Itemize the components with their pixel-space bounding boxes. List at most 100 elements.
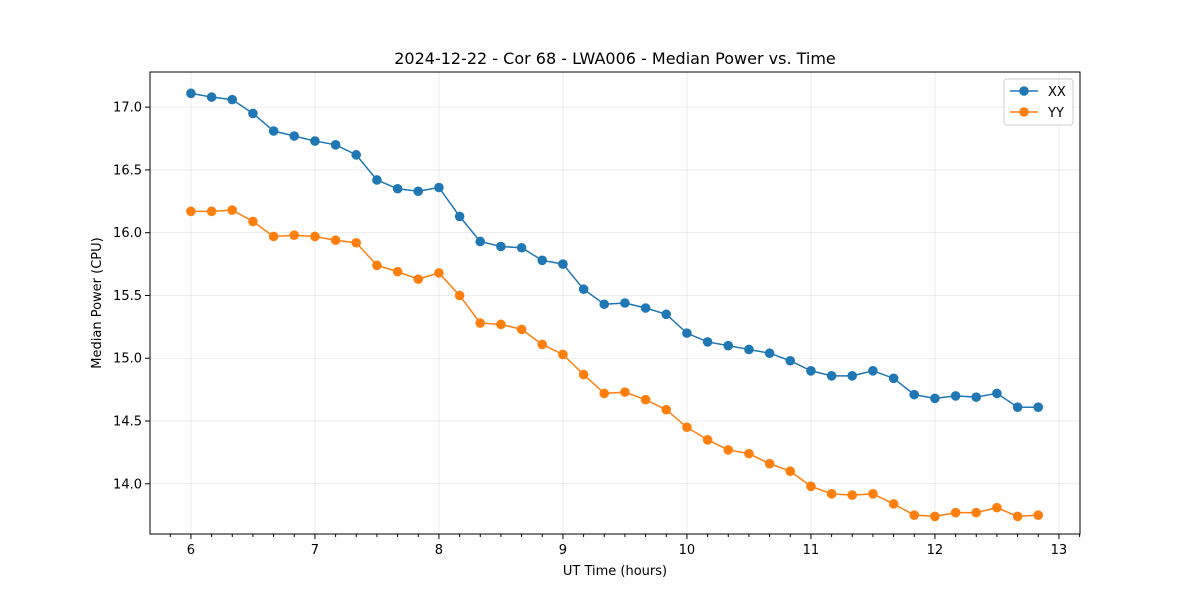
series-yy-point: [248, 216, 258, 227]
series-xx-point: [413, 186, 424, 197]
series-xx-point: [847, 371, 858, 381]
legend-xx-marker: [1019, 86, 1029, 96]
series-xx-point: [310, 136, 320, 146]
series-yy-point: [206, 206, 217, 217]
series-xx-point: [806, 365, 816, 376]
series-xx-point: [227, 94, 238, 105]
series-yy-point: [888, 499, 899, 509]
series-yy-point: [723, 445, 734, 455]
series-xx-point: [434, 182, 444, 193]
series-yy-point: [868, 489, 878, 499]
series-xx-point: [909, 389, 920, 400]
series-xx-point: [268, 126, 279, 136]
series-yy-point: [806, 481, 816, 492]
series-xx-point: [992, 388, 1002, 399]
x-tick-label: 6: [187, 543, 195, 558]
series-xx-point: [578, 284, 589, 294]
series-xx-point: [930, 393, 940, 404]
series-xx-point: [640, 303, 651, 313]
x-tick-label: 13: [1051, 543, 1068, 558]
y-tick-label: 15.5: [113, 289, 142, 304]
series-group: [186, 88, 1044, 522]
x-tick-label: 8: [435, 543, 443, 558]
series-yy-point: [661, 404, 672, 415]
series-yy-point: [599, 388, 610, 399]
series-yy-point: [950, 507, 961, 518]
series-yy-point: [744, 448, 754, 459]
series-yy-point: [227, 205, 238, 215]
series-yy-line: [190, 209, 1039, 518]
series-xx-point: [702, 337, 713, 347]
series-xx-point: [888, 373, 899, 384]
series-yy-point: [785, 466, 796, 477]
series-xx-point: [868, 365, 878, 376]
series-yy-point: [537, 339, 548, 350]
legend-yy-marker: [1019, 107, 1029, 117]
series-yy-point: [992, 502, 1002, 513]
plot-frame: [149, 71, 1081, 535]
series-yy-point: [475, 318, 486, 328]
series-xx-point: [971, 392, 982, 402]
chart-title: 2024-12-22 - Cor 68 - LWA006 - Median Po…: [394, 49, 836, 68]
series-xx-point: [599, 299, 610, 310]
series-xx-point: [682, 328, 692, 338]
series-yy-point: [847, 490, 858, 500]
x-tick-label: 10: [679, 543, 696, 558]
series-xx-point: [723, 340, 734, 351]
series-xx-point: [764, 348, 775, 359]
series-yy-point: [310, 231, 320, 242]
series-xx-point: [248, 108, 258, 119]
series-yy-point: [578, 369, 589, 380]
axis-ticks: 6 7 8 9 10 11 12 13 14.0 14.5 15.0 15.5 16.0 16.5 17.0: [113, 101, 1081, 558]
legend-yy-label: YY: [1047, 106, 1064, 121]
y-tick-label: 14.5: [113, 415, 142, 430]
series-xx-point: [950, 391, 961, 401]
series-yy-point: [372, 260, 382, 271]
series-yy-point: [682, 422, 692, 433]
series-yy-point: [516, 324, 527, 335]
series-xx-point: [392, 183, 403, 194]
series-yy-point: [392, 266, 403, 277]
series-xx-point: [558, 259, 568, 269]
series-yy-point: [1012, 511, 1023, 522]
series-yy-point: [640, 394, 651, 405]
series-yy-point: [971, 507, 982, 518]
series-yy-point: [558, 349, 568, 360]
legend-xx-label: XX: [1048, 85, 1066, 100]
series-yy-point: [454, 290, 465, 301]
y-tick-label: 14.0: [113, 477, 142, 492]
series-yy-point: [351, 237, 362, 248]
series-yy-point: [826, 489, 837, 499]
series-xx-point: [826, 371, 837, 381]
series-xx-point: [289, 131, 300, 141]
x-tick-label: 12: [927, 543, 944, 558]
series-xx-point: [330, 140, 341, 150]
series-xx-point: [744, 344, 754, 355]
grid: [150, 72, 1080, 534]
series-xx-point: [475, 236, 486, 247]
y-tick-label: 15.0: [113, 352, 142, 367]
series-xx-point: [206, 92, 217, 102]
series-xx-point: [516, 242, 527, 253]
series-xx-point: [785, 355, 796, 366]
series-yy-point: [930, 511, 940, 522]
series-yy-point: [1033, 510, 1044, 520]
series-xx-point: [620, 298, 630, 308]
series-yy-point: [764, 458, 775, 469]
x-tick-label: 9: [559, 543, 567, 558]
series-xx-point: [454, 211, 465, 222]
series-yy-point: [413, 274, 424, 284]
series-xx-point: [537, 255, 548, 266]
series-xx-point: [661, 309, 672, 320]
series-yy-point: [330, 235, 341, 246]
series-xx-point: [186, 88, 196, 99]
series-yy-point: [186, 206, 196, 217]
y-tick-label: 17.0: [113, 101, 142, 116]
series-yy-point: [289, 230, 300, 241]
series-xx-point: [496, 241, 506, 252]
x-tick-label: 7: [311, 543, 319, 558]
x-axis-label: UT Time (hours): [563, 564, 667, 579]
series-yy-point: [434, 268, 444, 278]
y-tick-label: 16.5: [113, 163, 142, 178]
